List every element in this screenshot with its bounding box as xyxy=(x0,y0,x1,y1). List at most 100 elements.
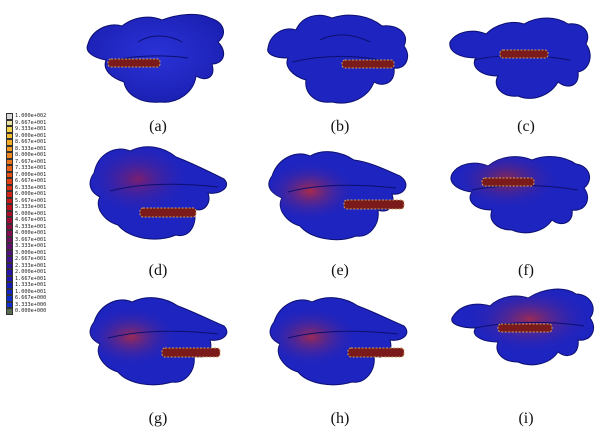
legend-swatch xyxy=(6,223,13,230)
legend-swatch xyxy=(6,197,13,204)
contour-legend: 1.000e+002 9.667e+001 9.333e+001 9.000e+001… xyxy=(6,113,46,315)
caption-d: (d) xyxy=(148,262,168,279)
panel-e xyxy=(262,146,422,256)
legend-value: 5.333e+001 xyxy=(15,204,47,210)
panel-b xyxy=(262,12,422,117)
legend-row: 8.667e+001 xyxy=(6,139,46,146)
legend-swatch xyxy=(6,262,13,269)
vertebra-model-b xyxy=(267,14,409,104)
legend-swatch xyxy=(6,230,13,237)
legend-swatch xyxy=(6,243,13,250)
legend-row: 8.333e+001 xyxy=(6,145,47,152)
caption-e: (e) xyxy=(331,262,349,279)
legend-swatch xyxy=(6,165,13,172)
legend-row: 3.667e+001 xyxy=(6,236,47,243)
legend-swatch xyxy=(6,275,13,282)
legend-swatch xyxy=(6,126,13,133)
legend-value: 1.333e+001 xyxy=(15,282,47,288)
vertebra-model-d xyxy=(89,146,228,240)
legend-swatch xyxy=(6,139,13,146)
legend-row: 6.333e+001 xyxy=(6,184,47,191)
legend-value: 3.333e+000 xyxy=(15,301,47,308)
legend-swatch xyxy=(6,249,13,256)
legend-value: 8.667e+001 xyxy=(15,139,47,145)
legend-row: 1.000e+001 xyxy=(6,288,46,295)
legend-value: 4.000e+001 xyxy=(15,230,47,236)
caption-i: (i) xyxy=(518,410,534,427)
panel-h xyxy=(262,292,422,397)
legend-value: 6.333e+001 xyxy=(15,184,47,191)
legend-value: 6.000e+001 xyxy=(15,191,47,197)
legend-value: 9.000e+001 xyxy=(15,132,47,139)
legend-swatch xyxy=(6,171,13,178)
legend-value: 7.667e+001 xyxy=(15,158,47,165)
legend-value: 3.000e+001 xyxy=(15,249,47,256)
legend-swatch xyxy=(6,145,13,152)
vertebra-model-c xyxy=(449,17,591,99)
vertebra-model-h xyxy=(269,297,408,386)
legend-value: 2.667e+001 xyxy=(15,256,47,262)
vertebra-model-a xyxy=(86,13,225,103)
legend-value: 6.667e+001 xyxy=(15,178,47,184)
legend-swatch xyxy=(6,184,13,191)
legend-row: 5.667e+001 xyxy=(6,197,47,204)
legend-value: 5.000e+001 xyxy=(15,210,47,217)
panel-c xyxy=(446,14,596,114)
legend-swatch xyxy=(6,191,13,198)
legend-row: 4.667e+001 xyxy=(6,217,46,224)
legend-row: 2.667e+001 xyxy=(6,256,46,263)
legend-swatch xyxy=(6,132,13,139)
vertebra-model-f xyxy=(450,156,591,234)
legend-row: 5.000e+001 xyxy=(6,210,47,217)
legend-row: 4.333e+001 xyxy=(6,223,46,230)
caption-g: (g) xyxy=(148,410,168,427)
legend-row: 3.333e+001 xyxy=(6,243,46,250)
legend-value: 4.667e+001 xyxy=(15,217,47,223)
legend-swatch xyxy=(6,119,13,126)
legend-row: 1.000e+002 xyxy=(6,113,46,120)
legend-value: 7.000e+001 xyxy=(15,171,47,178)
legend-row: 6.000e+001 xyxy=(6,191,46,198)
legend-swatch xyxy=(6,295,13,302)
legend-row: 3.333e+000 xyxy=(6,301,47,308)
legend-value: 5.667e+001 xyxy=(15,197,47,204)
legend-value: 2.333e+001 xyxy=(15,262,47,269)
legend-row: 6.667e+001 xyxy=(6,178,46,185)
legend-row: 9.000e+001 xyxy=(6,132,47,139)
legend-value: 8.000e+001 xyxy=(15,152,47,158)
vertebra-model-i xyxy=(451,288,594,366)
legend-value: 2.000e+001 xyxy=(15,269,47,275)
legend-value: 8.333e+001 xyxy=(15,145,47,152)
legend-swatch xyxy=(6,217,13,224)
legend-value: 3.333e+001 xyxy=(15,243,47,249)
legend-value: 1.000e+002 xyxy=(15,113,47,119)
legend-row: 4.000e+001 xyxy=(6,230,46,237)
panel-i xyxy=(448,284,598,384)
legend-row: 1.667e+001 xyxy=(6,275,47,282)
legend-row: 7.000e+001 xyxy=(6,171,47,178)
legend-swatch xyxy=(6,210,13,217)
legend-swatch xyxy=(6,113,13,120)
panel-f xyxy=(446,150,596,250)
caption-b: (b) xyxy=(330,118,350,135)
panel-d xyxy=(80,143,240,253)
legend-row: 7.667e+001 xyxy=(6,158,47,165)
panel-g xyxy=(80,292,240,397)
legend-value: 9.333e+001 xyxy=(15,126,47,132)
legend-swatch xyxy=(6,282,13,289)
legend-swatch xyxy=(6,204,13,211)
caption-a: (a) xyxy=(149,118,167,135)
legend-value: 9.667e+001 xyxy=(15,119,47,126)
legend-row: 2.000e+001 xyxy=(6,269,46,276)
vertebra-model-e xyxy=(268,151,407,241)
caption-h: (h) xyxy=(330,410,350,427)
panel-a xyxy=(78,12,238,117)
legend-swatch xyxy=(6,236,13,243)
legend-value: 3.667e+001 xyxy=(15,236,47,243)
caption-f: (f) xyxy=(518,262,534,279)
legend-swatch xyxy=(6,288,13,295)
legend-swatch xyxy=(6,178,13,185)
legend-row: 9.667e+001 xyxy=(6,119,47,126)
legend-value: 1.667e+001 xyxy=(15,275,47,282)
legend-row: 2.333e+001 xyxy=(6,262,47,269)
